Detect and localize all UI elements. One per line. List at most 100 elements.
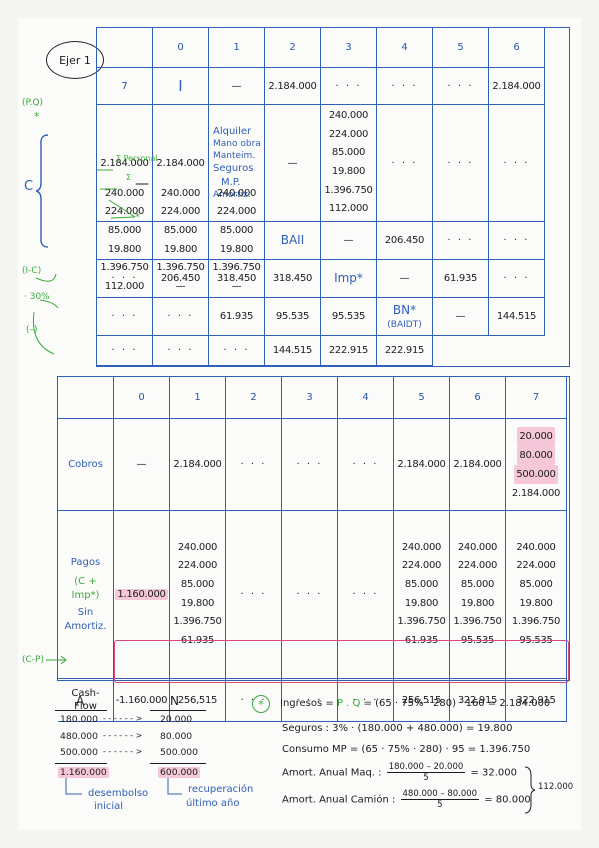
dots-cell: · · · <box>489 222 545 260</box>
sigma-annotation: Σ <box>126 173 132 182</box>
year-header: 0 <box>153 28 209 68</box>
year-header: 3 <box>321 28 377 68</box>
dots-cell: · · · <box>433 68 489 105</box>
dots-cell: · · · <box>489 105 545 222</box>
cash-flow-table: 0 1 2 3 4 5 6 7 Cobros — 2.184.000 · · ·… <box>57 376 570 722</box>
value-cell: 222.915 <box>321 336 377 366</box>
n-value: 500.000 <box>160 747 198 758</box>
a-header: A <box>76 694 85 708</box>
year-header: 7 <box>506 377 567 419</box>
row-label-bait: BAII <box>265 222 321 260</box>
mp-star-annotation: * <box>135 212 140 223</box>
row-label-ingresos: I <box>153 68 209 105</box>
value-cell: 1.160.000 <box>114 511 170 679</box>
n-total: 600.000 <box>158 767 200 778</box>
row-label-costes: Alquiler Mano obra Manteim. Seguros M.P.… <box>209 105 265 222</box>
value-cell: 322,915 <box>450 679 506 722</box>
arrow: - - - - - - > <box>103 714 143 723</box>
year-header: 4 <box>338 377 394 419</box>
seguros-calc: Seguros : 3% · (180.000 + 480.000) = 19.… <box>282 723 513 734</box>
year-header: 4 <box>377 28 433 68</box>
value-cell: 322,915 <box>506 679 567 722</box>
corner-cell <box>97 28 153 68</box>
cost-stack: 240.000 224.000 85.000 19.800 1.396.750 112.… <box>321 105 377 222</box>
value-cell: 318.450 <box>265 260 321 298</box>
dots-cell: · · · <box>153 336 209 366</box>
ultimo-ano-note: último año <box>186 798 240 809</box>
year-header: 2 <box>265 28 321 68</box>
year-header: 3 <box>282 377 338 419</box>
dots-cell: · · · <box>97 298 153 336</box>
pq-annotation: (P.Q) <box>22 98 43 108</box>
costs-brace <box>36 134 49 248</box>
cost-stack: 240.000 224.000 85.000 19.800 1.396.750— <box>209 188 265 292</box>
star-annotation: * <box>34 110 40 123</box>
value-cell: 2.184.000 <box>265 68 321 105</box>
year-header: 2 <box>226 377 282 419</box>
value-cell: 95.535 <box>265 298 321 336</box>
cp-annotation: (C-P) <box>22 655 44 665</box>
value-cell: 2.184.000 <box>170 419 226 511</box>
year-header: 7 <box>97 68 153 105</box>
value-cell: 222.915 <box>377 336 433 366</box>
recuperacion-note: recuperación <box>188 784 254 795</box>
green-flow-arrows <box>32 273 59 355</box>
minus-annotation: (–) <box>26 325 38 335</box>
amort-total: 112.000 <box>538 782 574 792</box>
dash-cell: — <box>321 222 377 260</box>
dots-cell: · · · <box>97 336 153 366</box>
value-cell: 95.535 <box>321 298 377 336</box>
dots-cell: · · · <box>433 105 489 222</box>
sum-brace <box>524 766 536 814</box>
row-label-imp: Imp* <box>321 260 377 298</box>
cp-arrow <box>46 655 67 665</box>
dash-cell: — <box>114 419 170 511</box>
value-cell: 256,515 <box>394 679 450 722</box>
value-cell: 2.184.000 <box>450 419 506 511</box>
year-header: 0 <box>114 377 170 419</box>
dash-cell: — <box>433 298 489 336</box>
row-label-pagos: Pagos (C + Imp*) Sin Amortiz. <box>58 511 114 679</box>
ic-annotation: (I-C) <box>22 266 42 276</box>
year-header: 1 <box>209 28 265 68</box>
dots-cell: · · · <box>489 260 545 298</box>
year-header: 1 <box>170 377 226 419</box>
year-header: 6 <box>450 377 506 419</box>
a-value: 180.000 <box>60 714 98 725</box>
a-header-line <box>55 710 107 711</box>
dots-cell: · · · <box>97 260 153 298</box>
inicial-note: inicial <box>94 801 124 812</box>
value-cell: 144.515 <box>489 298 545 336</box>
ingresos-calc: Ingresos = P . Q = (65 · 75% · 280) · 16… <box>280 698 551 709</box>
a-sum-line <box>55 763 107 764</box>
dots-cell: · · · <box>226 419 282 511</box>
year-header: 5 <box>433 28 489 68</box>
year-header: 6 <box>489 28 545 68</box>
arrow: - - - - - - > <box>103 731 143 740</box>
dots-cell: · · · <box>209 336 265 366</box>
dots-cell: · · · <box>338 419 394 511</box>
value-cell: 61.935 <box>433 260 489 298</box>
dots-cell: · · · <box>282 679 338 722</box>
value-cell: 144.515 <box>265 336 321 366</box>
pct-annotation: · 30% <box>24 292 50 302</box>
personal-annotation: Σ Personal <box>116 154 158 163</box>
dots-cell: · · · <box>282 511 338 679</box>
n-value: 80.000 <box>160 731 193 742</box>
dots-cell: · · · <box>377 68 433 105</box>
row-label-bn: BN* (BAIDT) <box>377 298 433 336</box>
costs-brace-label: C <box>24 179 34 194</box>
n-sum-line <box>150 763 206 764</box>
value-cell: 318.450 <box>209 260 265 298</box>
corner-cell <box>58 377 114 419</box>
n-header: N <box>170 694 179 708</box>
value-cell: 2.184.000 <box>489 68 545 105</box>
asterisk-circle: * <box>252 695 270 713</box>
exercise-label: Ejer 1 <box>46 41 104 79</box>
dash-cell: — <box>265 105 321 222</box>
dash-cell: — <box>377 260 433 298</box>
value-cell: 206.450 <box>377 222 433 260</box>
value-cell: -1.160.000 <box>114 679 170 722</box>
n-value: 20.000 <box>160 714 193 725</box>
value-cell: 256,515 <box>170 679 226 722</box>
